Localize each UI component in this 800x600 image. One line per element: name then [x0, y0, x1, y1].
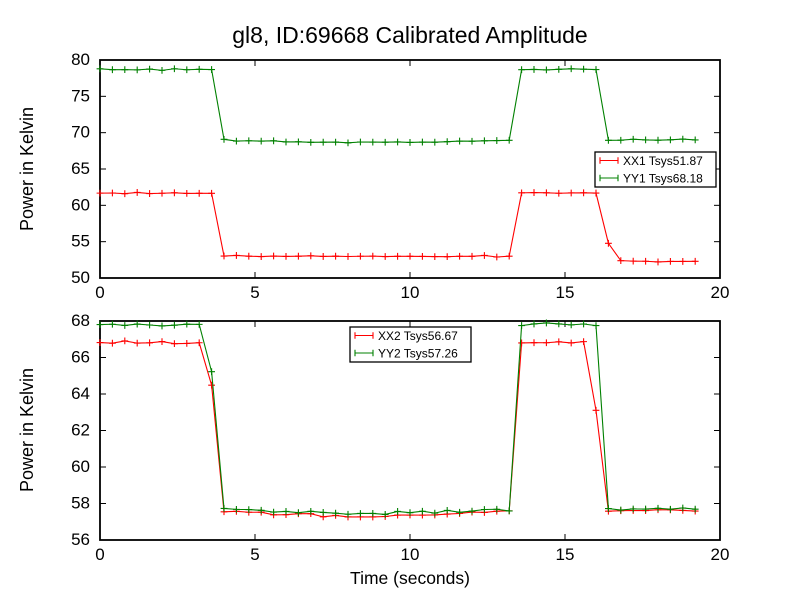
svg-text:60: 60	[71, 195, 90, 214]
svg-text:Time (seconds): Time (seconds)	[350, 568, 470, 588]
svg-text:0: 0	[95, 283, 104, 302]
svg-text:10: 10	[401, 283, 420, 302]
svg-text:68: 68	[71, 311, 90, 330]
svg-text:58: 58	[71, 494, 90, 513]
svg-text:5: 5	[250, 283, 259, 302]
svg-text:15: 15	[556, 283, 575, 302]
svg-text:64: 64	[71, 384, 90, 403]
svg-text:20: 20	[711, 283, 730, 302]
svg-text:80: 80	[71, 50, 90, 69]
svg-text:Power in Kelvin: Power in Kelvin	[17, 368, 37, 492]
svg-text:55: 55	[71, 232, 90, 251]
svg-text:50: 50	[71, 268, 90, 287]
svg-text:60: 60	[71, 457, 90, 476]
svg-text:10: 10	[401, 545, 420, 564]
svg-text:65: 65	[71, 159, 90, 178]
svg-text:70: 70	[71, 123, 90, 142]
svg-text:5: 5	[250, 545, 259, 564]
svg-text:62: 62	[71, 421, 90, 440]
svg-text:YY1 Tsys68.18: YY1 Tsys68.18	[623, 172, 703, 186]
svg-text:0: 0	[95, 545, 104, 564]
svg-text:YY2 Tsys57.26: YY2 Tsys57.26	[378, 347, 458, 361]
svg-text:75: 75	[71, 86, 90, 105]
svg-text:56: 56	[71, 530, 90, 549]
svg-text:XX1 Tsys51.87: XX1 Tsys51.87	[623, 154, 703, 168]
svg-text:gl8, ID:69668 Calibrated Ampli: gl8, ID:69668 Calibrated Amplitude	[232, 22, 587, 48]
svg-text:66: 66	[71, 348, 90, 367]
svg-text:Power in Kelvin: Power in Kelvin	[17, 107, 37, 231]
svg-text:XX2 Tsys56.67: XX2 Tsys56.67	[378, 329, 458, 343]
svg-text:20: 20	[711, 545, 730, 564]
svg-text:15: 15	[556, 545, 575, 564]
